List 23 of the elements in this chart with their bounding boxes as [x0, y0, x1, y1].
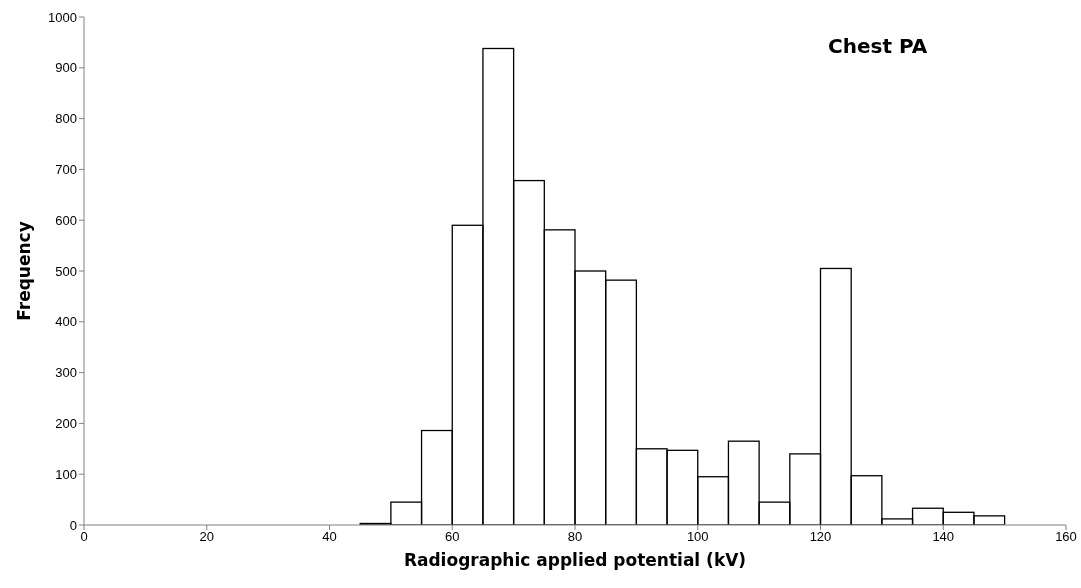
y-tick-label: 300: [55, 365, 77, 381]
y-tick-label: 700: [55, 162, 77, 178]
y-tick-label: 400: [55, 314, 77, 330]
x-tick-label: 140: [932, 529, 955, 545]
x-tick-label: 0: [80, 529, 88, 545]
x-tick-label: 20: [199, 529, 214, 545]
x-tick-label: 120: [809, 529, 832, 545]
x-tick-label: 160: [1055, 529, 1077, 545]
y-tick-label: 500: [55, 263, 77, 279]
x-tick-label: 60: [445, 529, 460, 545]
x-axis-title: Radiographic applied potential (kV): [403, 550, 747, 571]
text: Chest PA: [828, 34, 928, 58]
y-axis-title: Frequency: [14, 221, 35, 321]
y-tick-label: 1000: [48, 9, 77, 25]
y-tick-label: 0: [69, 517, 77, 533]
y-tick-label: 100: [55, 466, 77, 482]
y-tick-label: 900: [55, 60, 77, 76]
x-tick-label: 100: [686, 529, 709, 545]
y-tick-label: 800: [55, 111, 77, 127]
x-tick-label: 80: [567, 529, 583, 545]
y-tick-label: 200: [55, 416, 77, 432]
x-tick-label: 40: [322, 529, 337, 545]
y-tick-label: 600: [55, 212, 77, 228]
